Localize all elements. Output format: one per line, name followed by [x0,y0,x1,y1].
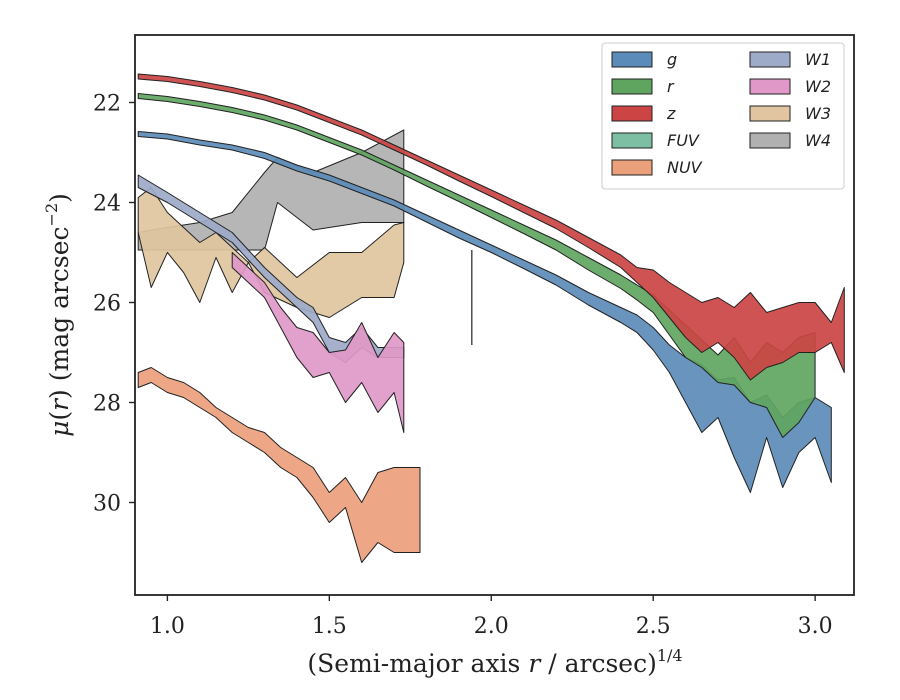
legend-items: grz FUV NUV W1 W2 W3 W4 [611,50,831,177]
y-tick-label: 30 [93,492,121,517]
y-tick-label: 28 [93,392,121,417]
x-tick-label: 2.5 [636,614,671,639]
y-axis-label: μ(r) (mag arcsec−2) [42,193,74,437]
y-tick-label: 26 [93,292,121,317]
legend-swatch-nuv [611,159,653,176]
x-tick-label: 2.0 [474,614,509,639]
x-tick-label: 3.0 [798,614,833,639]
legend-swatch-w4 [749,132,791,149]
legend-label-r: r [667,77,675,96]
series-band-w2 [231,252,405,433]
x-axis-label: (Semi-major axis r / arcsec)1/4 [307,646,682,678]
legend: grz FUV NUV W1 W2 W3 W4 [601,42,845,190]
series-band-g [137,131,832,493]
legend-swatch-g [611,51,653,68]
legend-label-w3: W3 [805,104,831,123]
legend-swatch-w2 [749,78,791,95]
legend-swatch-w1 [749,51,791,68]
series-layer [137,73,845,563]
y-tick-label: 24 [93,192,121,217]
series-band-w3 [137,187,405,318]
series-band-r [137,93,816,438]
series-band-z [137,73,845,381]
series-band-nuv [137,367,421,563]
legend-label-w4: W4 [805,131,831,150]
x-axis-ticks: 1.0 1.5 2.0 2.5 3.0 [150,595,833,639]
legend-swatch-w3 [749,105,791,122]
y-tick-label: 22 [93,92,121,117]
plot-frame [134,34,855,596]
legend-swatch-fuv [611,132,653,149]
legend-swatch-r [611,78,653,95]
legend-label-nuv: NUV [667,158,703,177]
legend-label-w1: W1 [805,50,831,69]
x-tick-label: 1.5 [312,614,347,639]
legend-label-g: g [667,50,677,69]
legend-label-w2: W2 [805,77,831,96]
x-tick-label: 1.0 [150,614,185,639]
legend-label-fuv: FUV [667,131,700,150]
legend-swatch-z [611,105,653,122]
legend-label-z: z [666,104,676,123]
y-axis-ticks: 22 24 26 28 30 [93,92,135,517]
